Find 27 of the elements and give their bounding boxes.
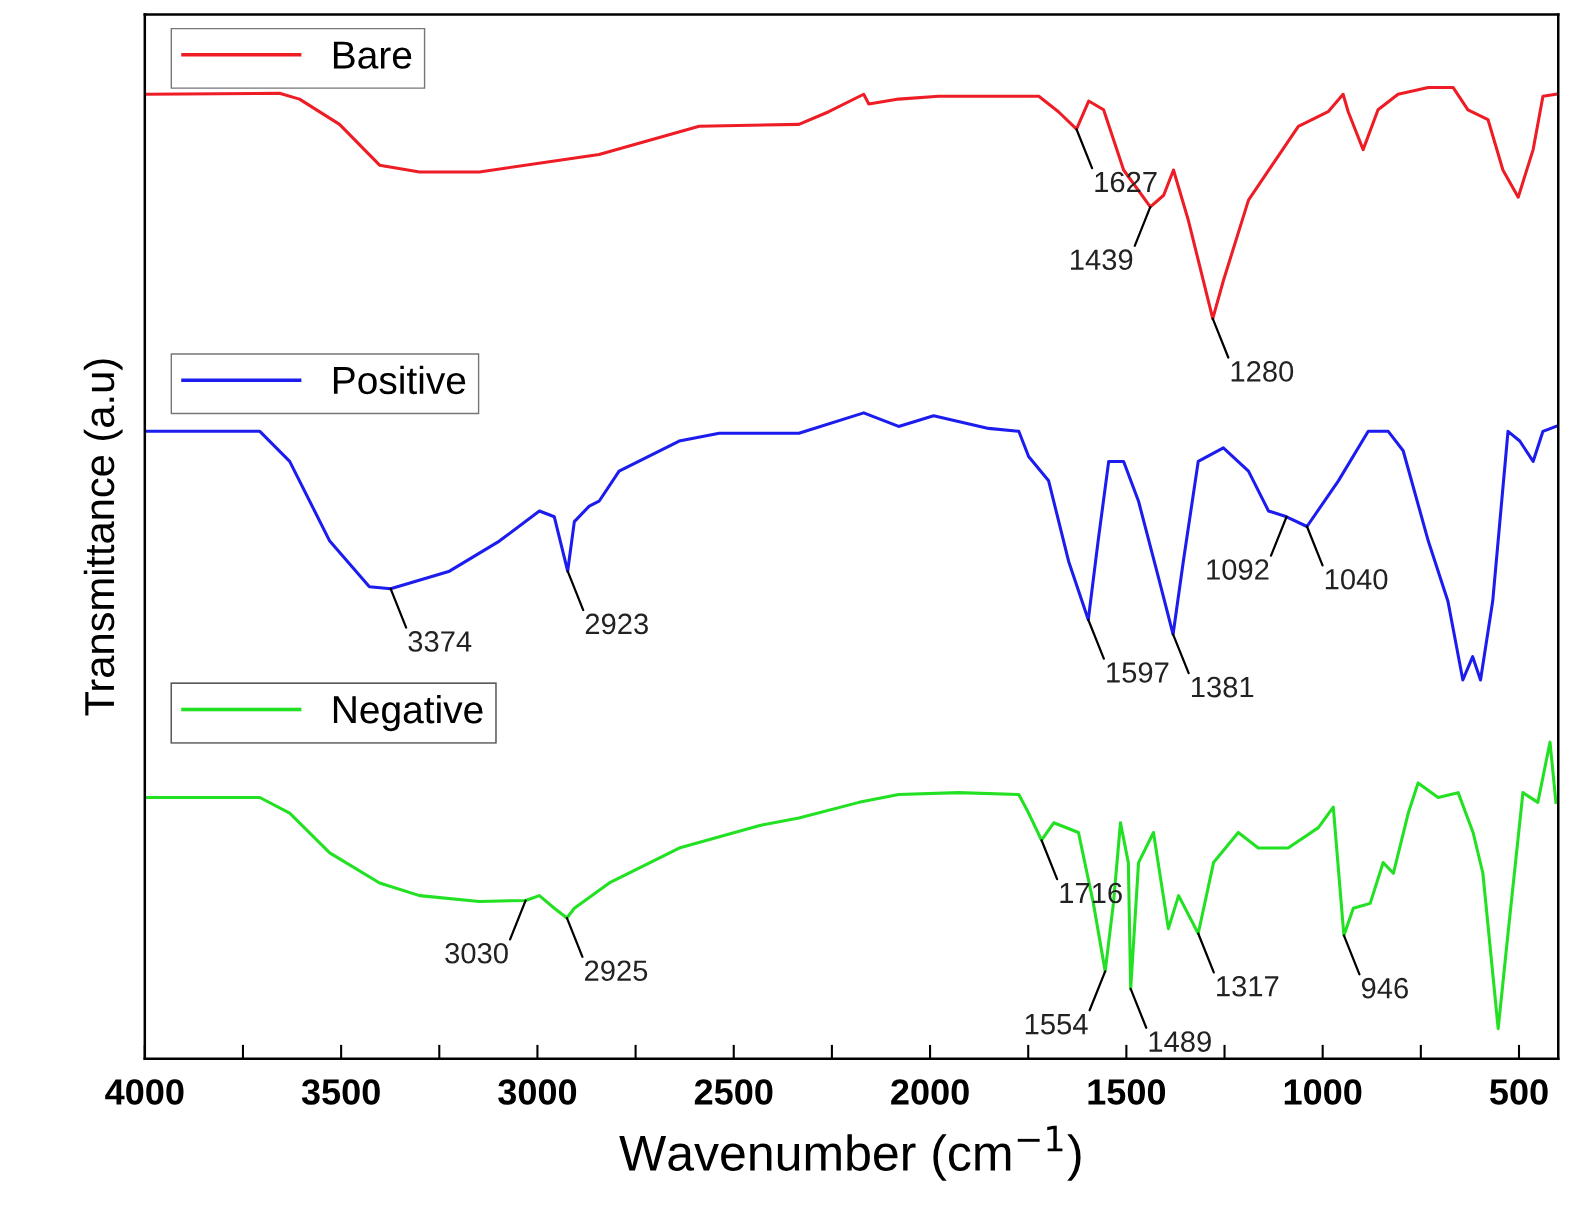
x-tick-label: 4000 <box>105 1079 184 1105</box>
legend-label: Positive <box>333 365 466 395</box>
x-tick-label: 2500 <box>694 1079 773 1105</box>
annotation: 1439 <box>1071 249 1133 271</box>
annotation: 946 <box>1361 977 1408 999</box>
legend-label: Negative <box>333 694 483 732</box>
annotation: 1092 <box>1207 559 1269 580</box>
annotation: 1317 <box>1217 975 1279 997</box>
legend-label: Bare <box>333 41 412 69</box>
x-tick-label: 2000 <box>891 1079 969 1105</box>
annotation: 3374 <box>408 631 472 652</box>
x-tick-label: 3500 <box>301 1079 380 1105</box>
annotation: 1597 <box>1107 662 1169 683</box>
annotation: 2925 <box>585 960 648 982</box>
annotation: 2923 <box>585 613 648 635</box>
y-axis-title: Transmittance (a.u) <box>83 359 123 716</box>
annotation: 1381 <box>1191 676 1254 698</box>
annotation: 1489 <box>1149 1031 1211 1052</box>
x-tick-label: 500 <box>1489 1079 1548 1105</box>
x-tick-label: 1500 <box>1088 1079 1166 1105</box>
annotation: 1040 <box>1325 568 1388 590</box>
x-tick-label: 3000 <box>498 1079 577 1105</box>
x-axis-title: Wavenumber (cm$^{−1}$) <box>619 1125 1081 1181</box>
annotation: 3030 <box>445 942 508 964</box>
x-tick-label: 1000 <box>1284 1079 1362 1105</box>
annotation: 1554 <box>1025 1014 1088 1035</box>
annotation: 1280 <box>1231 361 1294 382</box>
